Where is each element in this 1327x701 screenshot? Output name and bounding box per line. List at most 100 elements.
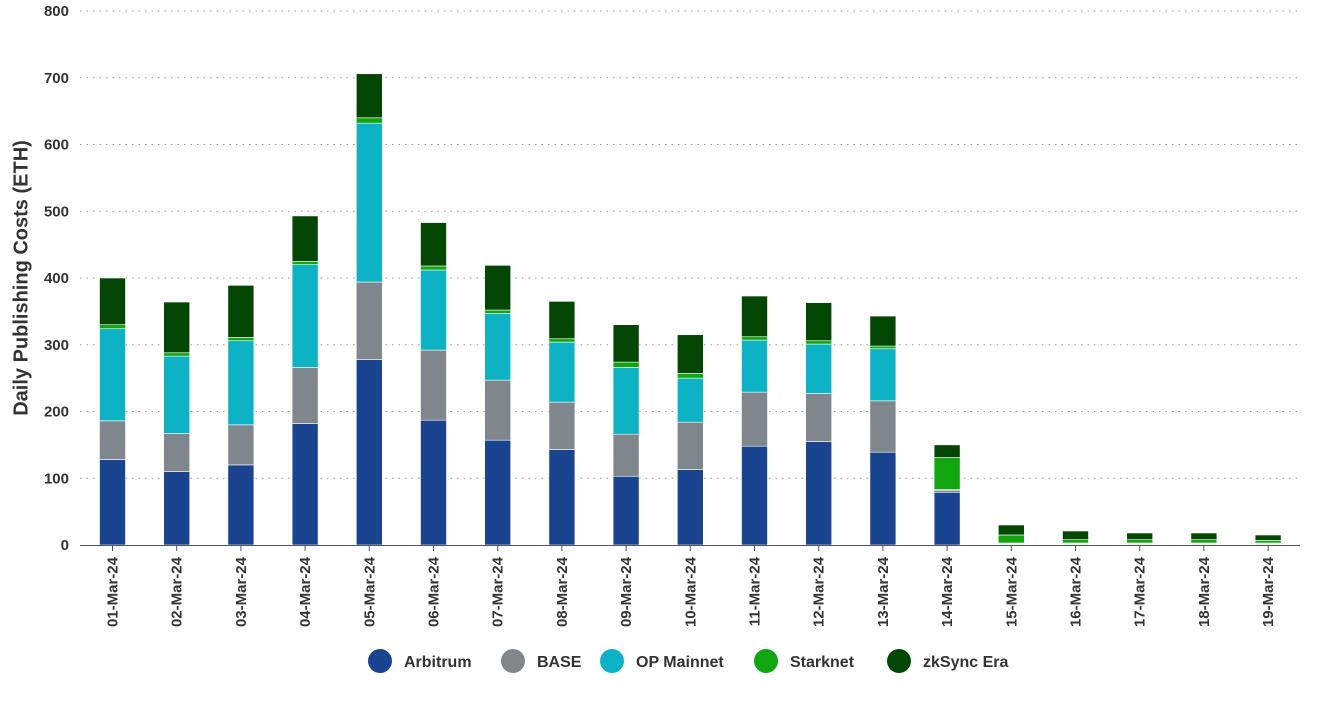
bar-segment-starknet [291,261,319,265]
bar-segment-starknet [933,457,961,490]
bar-segment-base [869,400,897,453]
bar-segment-starknet [676,373,704,379]
x-tick-label: 08-Mar-24 [554,556,571,627]
bar-segment-starknet [1190,539,1218,544]
legend: Arbitrum BASE OP Mainnet Starknet zkSync Era [368,649,1008,673]
bar-segment-starknet [805,340,833,345]
bar-segment-op-mainnet [420,269,447,351]
bar-segment-starknet [355,117,383,124]
bar-segment-arbitrum [163,471,190,546]
bar-segment-zksync-era [1254,534,1282,541]
bar-segment-starknet [997,534,1025,544]
x-tick-label: 17-Mar-24 [1132,556,1149,627]
bar-segment-starknet [1126,539,1153,544]
bar-segment-base [99,420,126,460]
y-tick-label: 200 [44,404,69,421]
bar-segment-starknet [1062,539,1089,544]
bar-segment-base [227,424,255,466]
bar-segment-starknet [548,338,576,343]
x-tick-label: 14-Mar-24 [939,556,956,627]
bar-segment-base [291,367,319,424]
bar-segment-zksync-era [291,215,319,262]
legend-marker-zksync-era [887,649,911,673]
bar-segment-op-mainnet [163,355,190,434]
bar-segment-zksync-era [484,265,512,311]
x-tick-label: 12-Mar-24 [811,556,828,627]
bar-segment-base [484,379,512,441]
legend-marker-arbitrum [368,649,392,673]
bar-segment-zksync-era [1062,530,1089,540]
x-axis-ticks: 01-Mar-24 02-Mar-24 03-Mar-24 04-Mar-24 05-M… [105,545,1277,627]
bar-segment-zksync-era [933,444,961,458]
bar-segment-op-mainnet [676,377,704,423]
bar-segment-zksync-era [355,73,383,119]
y-tick-label: 800 [44,3,69,20]
bar-segment-starknet [869,345,897,350]
y-tick-label: 100 [44,470,69,487]
bar-segment-arbitrum [548,449,576,546]
bar-segment-arbitrum [676,469,704,546]
bar-segment-zksync-era [869,315,897,347]
bar-segment-arbitrum [420,419,447,546]
legend-label: zkSync Era [923,654,1008,671]
bar-segment-arbitrum [612,475,640,546]
bar-segment-base [548,401,576,450]
bar-segment-base [933,489,961,493]
x-tick-label: 03-Mar-24 [233,556,250,627]
bar-segment-arbitrum [933,491,961,546]
legend-label: Arbitrum [404,654,472,671]
bar-segment-arbitrum [741,445,768,546]
x-tick-label: 09-Mar-24 [618,556,635,627]
bars-group [99,73,1282,546]
bar-segment-arbitrum [99,459,126,546]
y-tick-label: 600 [44,137,69,154]
legend-label: OP Mainnet [636,654,724,671]
x-tick-label: 02-Mar-24 [169,556,186,627]
legend-marker-starknet [754,649,778,673]
bar-segment-starknet [420,265,447,271]
bar-segment-starknet [227,337,255,342]
bar-segment-zksync-era [1190,532,1218,540]
y-tick-label: 500 [44,203,69,220]
x-tick-label: 18-Mar-24 [1196,556,1213,627]
bar-segment-zksync-era [997,524,1025,536]
bar-segment-op-mainnet [869,348,897,402]
bar-segment-arbitrum [355,359,383,546]
bar-segment-zksync-era [676,334,704,374]
bar-segment-base [612,433,640,477]
bar-segment-op-mainnet [741,339,768,393]
x-tick-label: 07-Mar-24 [490,556,507,627]
bar-segment-zksync-era [805,302,833,342]
bar-segment-base [805,393,833,442]
bar-segment-zksync-era [548,301,576,340]
legend-marker-base [501,649,525,673]
bar-segment-zksync-era [227,285,255,338]
bar-segment-zksync-era [420,222,447,267]
bar-segment-zksync-era [1126,532,1153,540]
bar-segment-zksync-era [612,324,640,363]
bar-segment-arbitrum [869,451,897,546]
x-tick-label: 04-Mar-24 [297,556,314,627]
y-tick-label: 400 [44,270,69,287]
bar-segment-base [420,349,447,421]
y-tick-label: 300 [44,337,69,354]
legend-label: Starknet [790,654,855,671]
bar-segment-op-mainnet [805,343,833,394]
bar-segment-starknet [484,309,512,314]
bar-segment-op-mainnet [548,341,576,403]
bar-segment-op-mainnet [355,122,383,283]
bar-segment-base [676,421,704,470]
bar-segment-arbitrum [227,464,255,546]
bar-segment-arbitrum [291,423,319,546]
x-tick-label: 01-Mar-24 [105,556,122,627]
bar-segment-base [741,391,768,447]
x-tick-label: 10-Mar-24 [682,556,699,627]
bar-segment-arbitrum [484,439,512,546]
x-tick-label: 16-Mar-24 [1068,556,1085,627]
bar-segment-arbitrum [805,441,833,546]
y-tick-label: 700 [44,70,69,87]
bar-segment-base [355,281,383,360]
y-axis-title: Daily Publishing Costs (ETH) [10,140,32,416]
legend-label: BASE [537,654,582,671]
